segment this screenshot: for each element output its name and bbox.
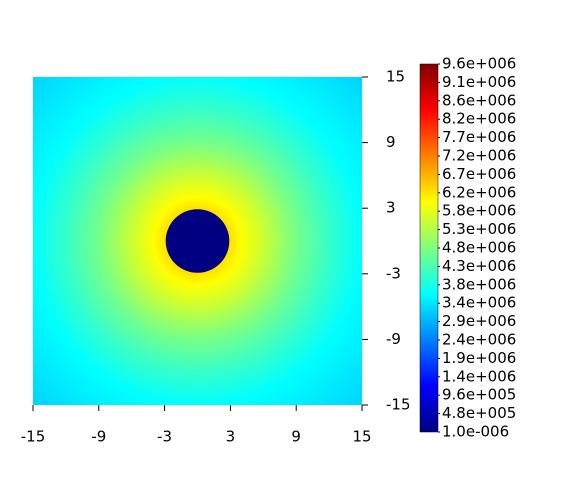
x-tick-label: -15: [21, 428, 46, 446]
colorbar-tick-label: 1.0e-006: [442, 423, 509, 441]
colorbar-tick-label: 3.8e+006: [442, 275, 516, 293]
colorbar-tick-label: 2.4e+006: [442, 331, 516, 349]
y-tick-label: -3: [386, 264, 401, 282]
x-tick-label: 15: [352, 428, 371, 446]
x-tick-label: 3: [226, 428, 236, 446]
y-tick-label: 3: [386, 199, 396, 217]
y-tick-label: -15: [386, 396, 411, 414]
colorbar-tick-label: 5.3e+006: [442, 220, 516, 238]
y-tick-label: 9: [386, 133, 396, 151]
colorbar-tick-label: 2.9e+006: [442, 312, 516, 330]
plot-area: [33, 77, 362, 405]
colorbar-tick-label: 4.8e+005: [442, 404, 516, 422]
x-tick-label: 9: [291, 428, 301, 446]
x-tick-label: -3: [157, 428, 172, 446]
colorbar: [419, 63, 439, 433]
colorbar-tick-label: 9.6e+006: [442, 55, 516, 73]
colorbar-tick-label: 6.7e+006: [442, 165, 516, 183]
colorbar-tick-label: 8.2e+006: [442, 110, 516, 128]
colorbar-tick-label: 7.2e+006: [442, 147, 516, 165]
y-tick-label: 15: [386, 68, 405, 86]
hole: [165, 209, 230, 273]
x-tick-label: -9: [91, 428, 106, 446]
colorbar-tick-label: 9.6e+005: [442, 386, 516, 404]
colorbar-tick-label: 4.8e+006: [442, 239, 516, 257]
colorbar-tick-label: 1.9e+006: [442, 349, 516, 367]
colorbar-tick-label: 4.3e+006: [442, 257, 516, 275]
colorbar-tick-label: 8.6e+006: [442, 91, 516, 109]
colorbar-tick-label: 7.7e+006: [442, 128, 516, 146]
y-tick-label: -9: [386, 330, 401, 348]
colorbar-tick-label: 9.1e+006: [442, 73, 516, 91]
colorbar-tick-label: 5.8e+006: [442, 202, 516, 220]
colorbar-tick-label: 6.2e+006: [442, 183, 516, 201]
colorbar-tick-label: 3.4e+006: [442, 294, 516, 312]
colorbar-tick-label: 1.4e+006: [442, 367, 516, 385]
